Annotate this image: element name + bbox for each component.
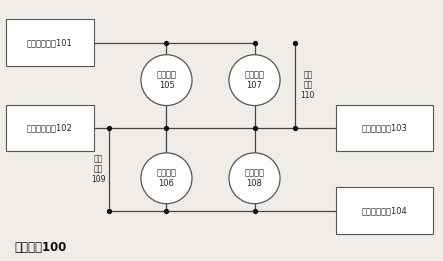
Text: 天线单元100: 天线单元100	[15, 241, 67, 254]
Text: 第三开关
107: 第三开关 107	[245, 70, 264, 90]
Text: 第二阵列单元102: 第二阵列单元102	[27, 123, 73, 132]
Text: 第四阵列单元104: 第四阵列单元104	[361, 206, 407, 215]
Ellipse shape	[229, 55, 280, 105]
Ellipse shape	[141, 55, 192, 105]
Text: 第二开关
106: 第二开关 106	[156, 169, 176, 188]
Text: 第一开关
105: 第一开关 105	[156, 70, 176, 90]
Text: 第三阵列单元103: 第三阵列单元103	[361, 123, 407, 132]
Text: 第四开关
108: 第四开关 108	[245, 169, 264, 188]
Bar	[336, 105, 433, 151]
Text: 第一
端口
109: 第一 端口 109	[91, 154, 105, 184]
Bar	[6, 20, 94, 66]
Text: 第一阵列单元101: 第一阵列单元101	[27, 38, 73, 47]
Bar	[336, 187, 433, 234]
Text: 第二
端口
110: 第二 端口 110	[301, 70, 315, 100]
Ellipse shape	[141, 153, 192, 204]
Bar	[6, 105, 94, 151]
Ellipse shape	[229, 153, 280, 204]
